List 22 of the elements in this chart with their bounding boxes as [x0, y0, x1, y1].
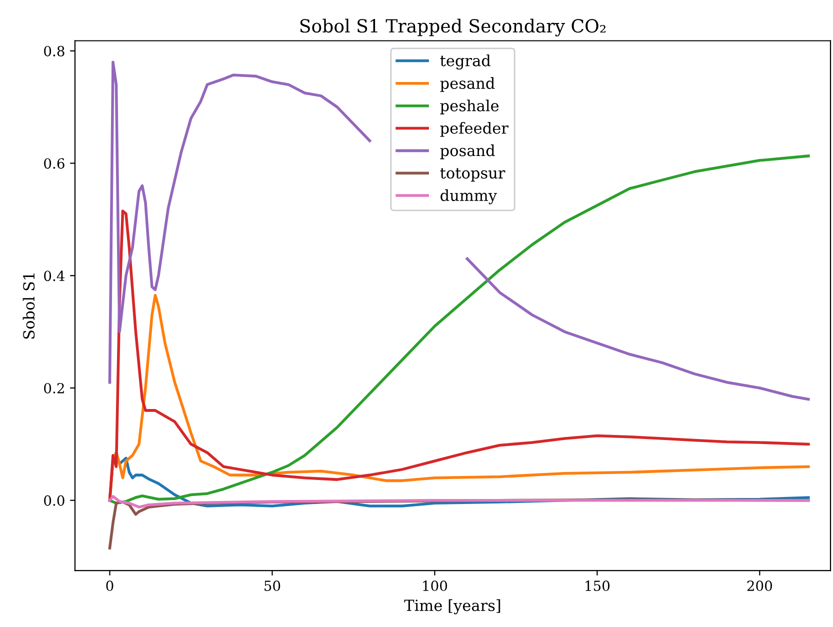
line-series	[108, 210, 810, 502]
x-tick-label: 0	[106, 580, 114, 592]
legend-label: tegrad	[440, 54, 490, 70]
y-tick-label: 0.0	[44, 495, 64, 506]
legend-label: totopsur	[440, 168, 506, 182]
x-axis-title: Time [years]	[404, 599, 500, 614]
y-tick-label: 0.2	[44, 382, 64, 394]
y-tick-label: 0.4	[44, 270, 65, 282]
x-tick-label: 100	[423, 580, 448, 592]
legend-label: peshale	[440, 100, 499, 114]
legend-label: posand	[440, 144, 495, 160]
y-tick-label: 0.8	[44, 46, 64, 56]
x-tick-label: 50	[264, 580, 280, 592]
legend-label: pefeeder	[440, 122, 508, 137]
chart-title: Sobol S1 Trapped Secondary CO₂	[300, 18, 606, 36]
y-axis-title: Sobol S1	[22, 274, 35, 339]
legend-label: dummy	[440, 189, 497, 204]
legend-label: pesand	[440, 77, 495, 92]
line-series	[108, 495, 810, 508]
x-tick-label: 200	[747, 580, 772, 592]
x-tick-label: 150	[586, 580, 610, 592]
y-tick-label: 0.6	[44, 158, 64, 169]
